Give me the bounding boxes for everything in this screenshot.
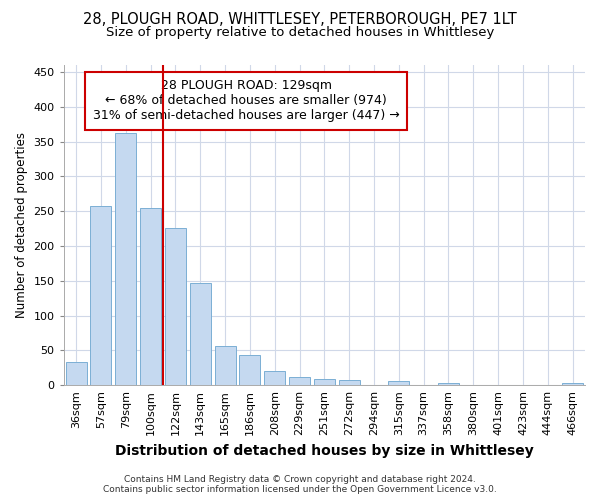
Text: Size of property relative to detached houses in Whittlesey: Size of property relative to detached ho… — [106, 26, 494, 39]
Bar — [190, 283, 211, 385]
Bar — [115, 133, 136, 385]
Bar — [562, 383, 583, 385]
Bar — [314, 379, 335, 385]
X-axis label: Distribution of detached houses by size in Whittlesey: Distribution of detached houses by size … — [115, 444, 534, 458]
Bar — [165, 228, 186, 385]
Bar — [289, 377, 310, 385]
Y-axis label: Number of detached properties: Number of detached properties — [15, 132, 28, 318]
Bar — [215, 346, 236, 385]
Bar — [140, 208, 161, 385]
Bar — [338, 380, 360, 385]
Text: 28 PLOUGH ROAD: 129sqm
← 68% of detached houses are smaller (974)
31% of semi-de: 28 PLOUGH ROAD: 129sqm ← 68% of detached… — [93, 80, 400, 122]
Text: 28, PLOUGH ROAD, WHITTLESEY, PETERBOROUGH, PE7 1LT: 28, PLOUGH ROAD, WHITTLESEY, PETERBOROUG… — [83, 12, 517, 28]
Bar — [239, 354, 260, 385]
Bar — [264, 372, 285, 385]
Text: Contains HM Land Registry data © Crown copyright and database right 2024.
Contai: Contains HM Land Registry data © Crown c… — [103, 474, 497, 494]
Bar — [65, 362, 86, 385]
Bar — [388, 381, 409, 385]
Bar — [438, 383, 459, 385]
Bar — [91, 206, 112, 385]
